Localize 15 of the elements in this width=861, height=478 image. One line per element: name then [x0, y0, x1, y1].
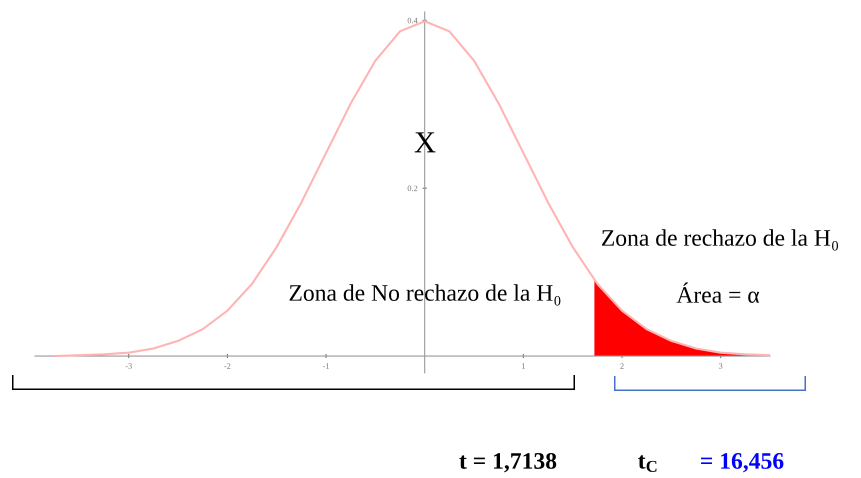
x-tick-label: 1 — [522, 363, 525, 369]
x-tick-label: 2 — [620, 363, 624, 369]
annotation: X — [414, 132, 436, 152]
x-tick-label: -3 — [126, 363, 132, 369]
annotation: Zona de rechazo de la H₀ — [602, 229, 838, 251]
x-tick-label: -1 — [322, 363, 330, 369]
annotation: Área = α — [676, 282, 760, 303]
y-tick-label: 0.2 — [408, 186, 418, 192]
annotation: Zona de No rechazo de la H₀ — [290, 284, 560, 306]
x-tick-label: 3 — [718, 363, 722, 369]
text: = 16,456 — [701, 453, 784, 472]
text: t$_{C}$ — [638, 455, 656, 472]
text: t = 1,7138 — [459, 452, 556, 472]
y-tick-label: 0.4 — [408, 18, 418, 24]
x-tick-label: -2 — [224, 363, 230, 369]
